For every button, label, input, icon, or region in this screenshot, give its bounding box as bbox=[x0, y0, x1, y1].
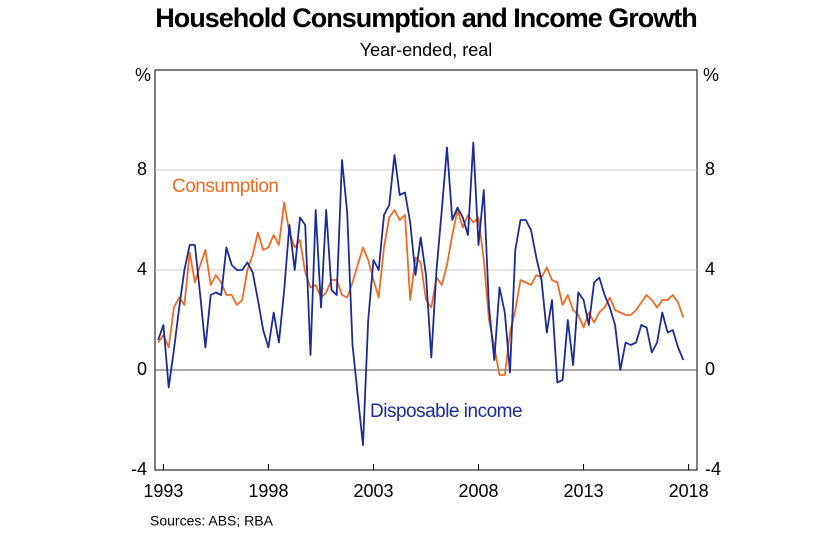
x-tick-label: 2013 bbox=[564, 481, 604, 501]
x-tick-label: 2008 bbox=[458, 481, 498, 501]
chart-subtitle: Year-ended, real bbox=[360, 40, 492, 60]
series-label: Consumption bbox=[172, 176, 278, 197]
x-tick-label: 2018 bbox=[669, 481, 709, 501]
y-tick-label: 4 bbox=[137, 259, 147, 279]
y-tick-label: 8 bbox=[137, 159, 147, 179]
series-line bbox=[157, 201, 685, 376]
chart-title: Household Consumption and Income Growth bbox=[155, 3, 697, 33]
y2-tick-label: 0 bbox=[705, 359, 715, 379]
x-tick-label: 1998 bbox=[248, 481, 288, 501]
y2-tick-label: -4 bbox=[705, 459, 721, 479]
y2-tick-label: 8 bbox=[705, 159, 715, 179]
x-tick-label: 2003 bbox=[353, 481, 393, 501]
y-unit-right: % bbox=[703, 65, 719, 85]
source-note: Sources: ABS; RBA bbox=[150, 513, 274, 529]
y-tick-label: -4 bbox=[131, 459, 147, 479]
x-tick-label: 1993 bbox=[143, 481, 183, 501]
series-label: Disposable income bbox=[370, 401, 522, 422]
y-tick-label: 0 bbox=[137, 359, 147, 379]
y-unit-left: % bbox=[135, 65, 151, 85]
series-line bbox=[157, 141, 685, 446]
y2-tick-label: 4 bbox=[705, 259, 715, 279]
